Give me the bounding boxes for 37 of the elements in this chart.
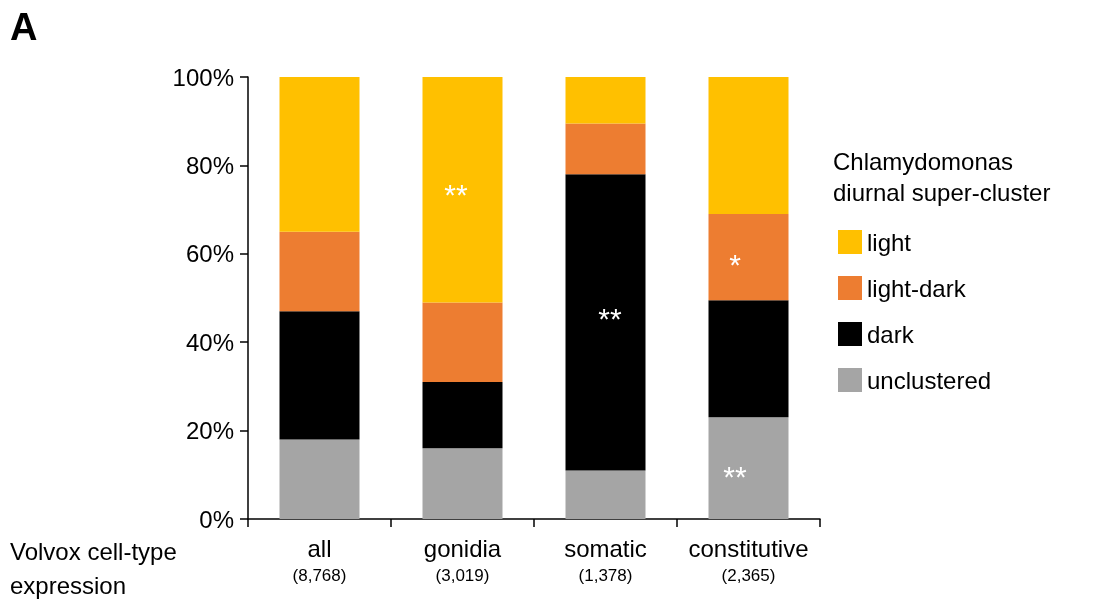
text: A — [10, 6, 38, 48]
bar — [279, 77, 360, 232]
legend-label: light — [867, 228, 912, 256]
bar — [708, 77, 789, 215]
bar — [708, 214, 789, 301]
bar — [422, 77, 503, 303]
annotation: * — [729, 247, 742, 281]
bar — [565, 123, 646, 175]
bar — [708, 300, 789, 418]
x-axis-title: Volvox cell-type expression — [10, 537, 177, 599]
x-tick-label: gonidia (3,019) — [423, 534, 502, 585]
annotation: ** — [444, 177, 468, 211]
y-tick-label: 100% — [172, 63, 234, 91]
bar — [565, 77, 646, 124]
x-tick-label: somatic (1,378) — [564, 534, 647, 585]
y-tick-label: 80% — [185, 151, 234, 179]
bar — [708, 417, 789, 519]
y-tick-label: 0% — [199, 505, 234, 533]
x-tick-label: all (8,768) — [292, 534, 347, 585]
bar — [279, 439, 360, 519]
legend-label: dark — [867, 320, 915, 348]
y-tick-label: 60% — [185, 240, 234, 268]
annotation: ** — [598, 301, 622, 335]
x-tick-label: constitutive (2,365) — [688, 534, 809, 585]
y-tick-label: 40% — [185, 328, 234, 356]
bar — [422, 302, 503, 382]
legend-label: light-dark — [867, 274, 967, 302]
bar — [565, 174, 646, 471]
annotation: ** — [723, 459, 747, 493]
bar — [279, 231, 360, 312]
legend-label: unclustered — [867, 366, 992, 394]
bar — [422, 448, 503, 519]
bar — [422, 381, 503, 449]
legend-title: Chlamydomonas diurnal super-cluster — [833, 148, 1051, 206]
bar — [279, 311, 360, 440]
bar — [565, 470, 646, 519]
y-tick-label: 20% — [185, 417, 234, 445]
